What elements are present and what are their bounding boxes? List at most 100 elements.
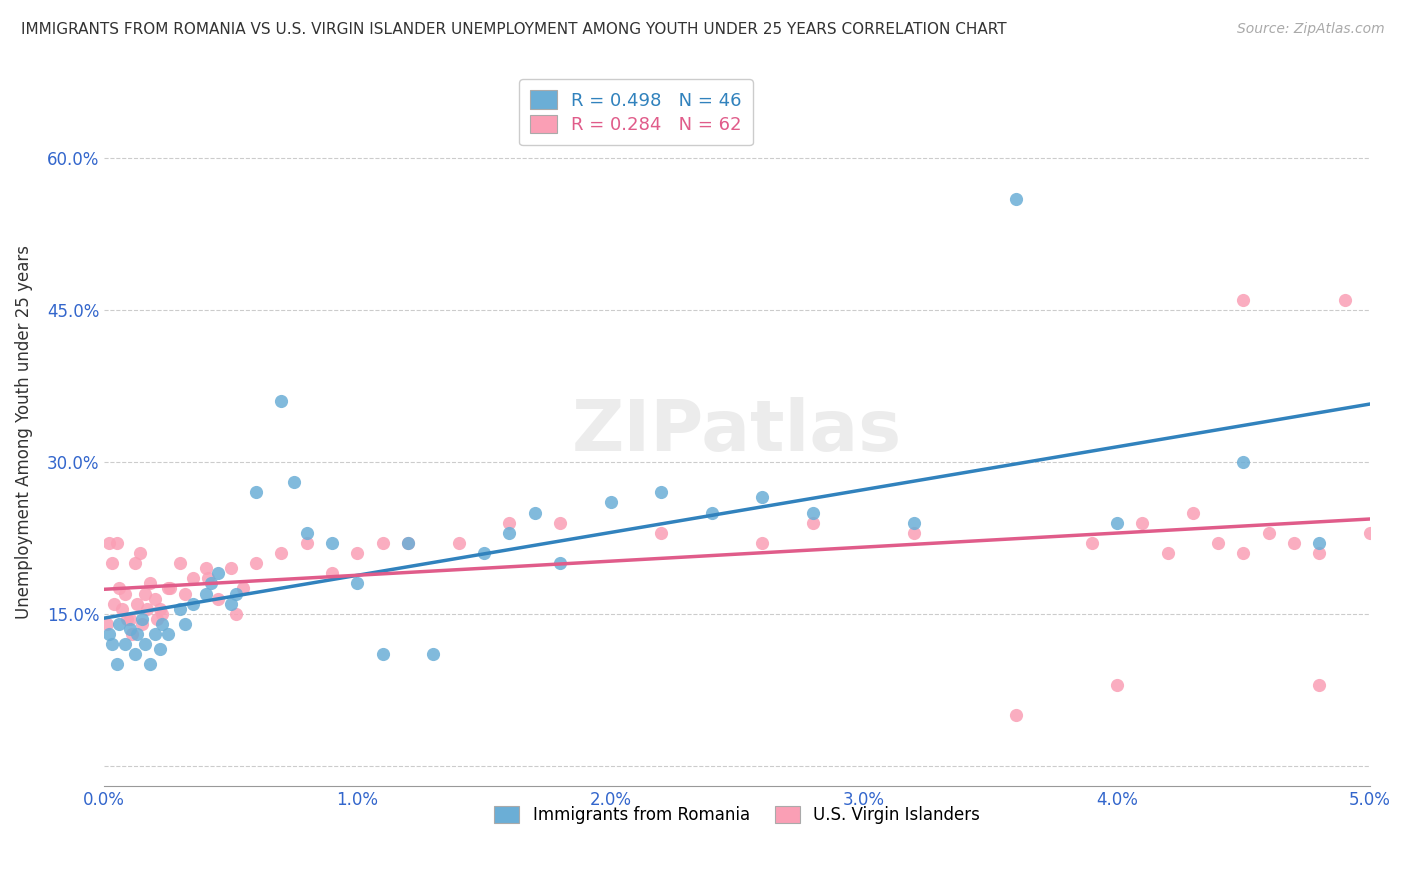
Point (118, 612, 141, 626)
Point (422, 647, 444, 661)
Point (156, 582, 179, 596)
Point (108, 582, 131, 596)
Point (114, 637, 136, 651)
Point (131, 612, 153, 626)
Point (1358, 525, 1381, 540)
Point (96, 616, 118, 631)
Point (1156, 546, 1178, 560)
Point (599, 495, 621, 509)
Point (149, 642, 172, 657)
Point (174, 616, 197, 631)
Point (270, 546, 292, 560)
Point (118, 622, 141, 636)
Point (174, 586, 197, 600)
Point (127, 627, 149, 641)
Point (152, 607, 174, 621)
Point (548, 556, 571, 570)
Point (371, 647, 394, 661)
Point (1181, 506, 1204, 520)
Point (103, 597, 125, 611)
Point (903, 525, 925, 540)
Point (98, 627, 121, 641)
Point (1080, 536, 1102, 550)
Point (1206, 536, 1229, 550)
Point (650, 485, 672, 500)
Point (169, 556, 191, 570)
Legend: Immigrants from Romania, U.S. Virgin Islanders: Immigrants from Romania, U.S. Virgin Isl… (484, 796, 990, 834)
Point (396, 536, 419, 550)
Point (219, 597, 242, 611)
Point (295, 525, 318, 540)
Point (1308, 677, 1330, 691)
Point (1130, 516, 1153, 530)
Point (1308, 536, 1330, 550)
Point (114, 586, 136, 600)
Point (219, 561, 242, 575)
Point (801, 516, 824, 530)
Point (136, 601, 159, 615)
Point (181, 597, 204, 611)
Point (801, 506, 824, 520)
Point (295, 536, 318, 550)
Point (134, 637, 156, 651)
Point (472, 546, 495, 560)
Point (139, 576, 162, 591)
Point (124, 556, 146, 570)
Point (101, 637, 124, 651)
Point (159, 582, 181, 596)
Point (346, 546, 368, 560)
Point (523, 506, 546, 520)
Point (98, 536, 121, 550)
Point (207, 566, 229, 581)
Text: ZIPatlas: ZIPatlas (572, 397, 903, 467)
Point (194, 561, 217, 575)
Point (128, 546, 150, 560)
Point (232, 582, 254, 596)
Point (146, 612, 169, 626)
Point (200, 576, 222, 591)
Point (225, 607, 247, 621)
Point (498, 525, 520, 540)
Point (101, 556, 124, 570)
Point (207, 591, 229, 606)
Point (1282, 536, 1305, 550)
Point (115, 612, 138, 626)
Point (156, 627, 179, 641)
Text: Source: ZipAtlas.com: Source: ZipAtlas.com (1237, 22, 1385, 37)
Point (105, 657, 128, 672)
Point (751, 491, 773, 505)
Point (149, 601, 172, 615)
Point (1004, 192, 1026, 206)
Point (321, 536, 343, 550)
Point (111, 601, 134, 615)
Text: IMMIGRANTS FROM ROMANIA VS U.S. VIRGIN ISLANDER UNEMPLOYMENT AMONG YOUTH UNDER 2: IMMIGRANTS FROM ROMANIA VS U.S. VIRGIN I… (21, 22, 1007, 37)
Point (447, 536, 470, 550)
Point (245, 556, 267, 570)
Point (1105, 516, 1128, 530)
Point (131, 616, 153, 631)
Point (197, 571, 219, 585)
Point (105, 536, 128, 550)
Point (108, 616, 131, 631)
Point (1232, 293, 1254, 307)
Point (1105, 677, 1128, 691)
Point (321, 566, 343, 581)
Point (270, 394, 292, 409)
Point (371, 536, 394, 550)
Point (1004, 708, 1026, 723)
Point (346, 576, 368, 591)
Point (650, 525, 672, 540)
Point (1232, 546, 1254, 560)
Point (121, 627, 143, 641)
Point (152, 616, 174, 631)
Point (700, 506, 723, 520)
Point (134, 586, 156, 600)
Y-axis label: Unemployment Among Youth under 25 years: Unemployment Among Youth under 25 years (15, 244, 32, 619)
Point (1232, 455, 1254, 469)
Point (194, 586, 217, 600)
Point (903, 516, 925, 530)
Point (169, 601, 191, 615)
Point (124, 647, 146, 661)
Point (1308, 546, 1330, 560)
Point (498, 516, 520, 530)
